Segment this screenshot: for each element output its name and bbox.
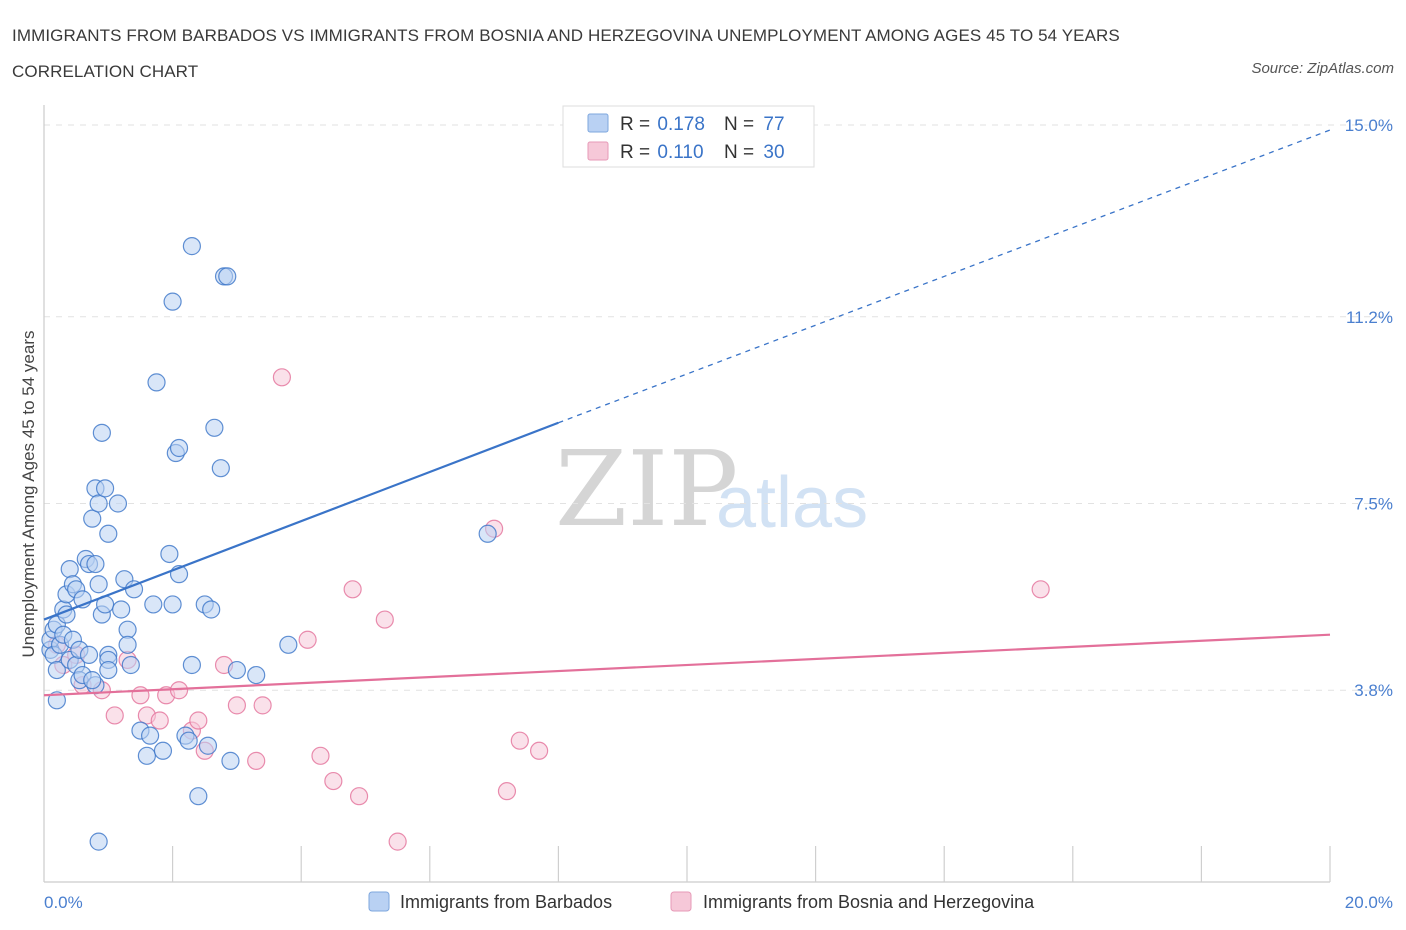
scatter-point — [83, 671, 102, 690]
scatter-point — [118, 635, 137, 654]
scatter-point — [272, 368, 292, 387]
scatter-point — [343, 580, 362, 599]
x-tick-label-min: 0.0% — [44, 893, 83, 912]
scatter-point — [189, 787, 208, 806]
scatter-point — [108, 494, 128, 513]
scatter-point — [205, 418, 224, 437]
y-tick-label: 3.8% — [1354, 681, 1393, 700]
scatter-point — [163, 595, 182, 614]
bottom-legend-swatch-barbados — [368, 891, 390, 912]
scatter-point — [60, 560, 79, 579]
scatter-point — [324, 771, 343, 791]
scatter-point — [163, 292, 182, 311]
legend-n-label-barbados: N = — [724, 114, 759, 135]
legend-row-barbados: R = 0.178 N = 77 — [620, 114, 785, 135]
y-tick-labels: 3.8% 7.5% 11.2% 15.0% — [1345, 116, 1393, 700]
scatter-point — [247, 665, 266, 685]
legend-swatch-bosnia — [587, 141, 609, 161]
scatter-point — [211, 459, 230, 478]
x-tick-label-max: 20.0% — [1345, 893, 1393, 912]
scatter-point — [182, 237, 201, 256]
series-legend: Immigrants from Barbados Immigrants from… — [368, 891, 1035, 912]
scatter-point — [92, 423, 111, 442]
scatter-point — [89, 832, 108, 851]
scatter-point — [47, 660, 66, 680]
scatter-point — [112, 600, 131, 619]
scatter-point — [169, 438, 189, 458]
scatter-point — [202, 600, 221, 619]
scatter-point — [153, 741, 173, 760]
scatter-point — [349, 787, 369, 806]
scatter-point — [182, 655, 201, 675]
scatter-point — [99, 524, 118, 543]
scatter-point — [497, 782, 517, 801]
bottom-legend-label-bosnia: Immigrants from Bosnia and Herzegovina — [703, 892, 1035, 912]
y-tick-label: 11.2% — [1346, 308, 1393, 327]
legend-r-value-barbados: 0.178 — [657, 114, 705, 135]
scatter-point — [99, 660, 118, 680]
gridlines — [44, 124, 1392, 691]
trend-line-extension — [558, 129, 1331, 424]
scatter-point — [86, 554, 105, 574]
scatter-point — [227, 660, 246, 680]
watermark-zip: ZIP — [555, 428, 738, 550]
scatter-point — [89, 494, 108, 513]
scatter-point — [298, 630, 317, 649]
scatter-point — [189, 711, 208, 730]
trend-line-solid — [43, 421, 559, 621]
scatter-point — [105, 706, 124, 725]
scatter-point — [218, 267, 237, 286]
scatter-point — [47, 691, 66, 710]
legend-r-value-bosnia: 0.110 — [657, 142, 703, 163]
correlation-legend: R = 0.178 N = 77 R = 0.110 N = 30 — [562, 105, 815, 168]
scatter-point — [118, 620, 137, 639]
scatter-point — [227, 696, 246, 715]
scatter-point — [311, 746, 330, 765]
scatter-point — [150, 711, 169, 730]
scatter-point — [83, 509, 102, 528]
scatter-point — [144, 595, 163, 614]
scatter-point — [1031, 580, 1050, 599]
scatter-point — [510, 731, 529, 750]
scatter-point — [137, 746, 156, 765]
chart-title: IMMIGRANTS FROM BARBADOS VS IMMIGRANTS F… — [12, 26, 1120, 81]
scatter-point — [375, 610, 394, 629]
y-tick-label: 7.5% — [1354, 495, 1393, 514]
scatter-point — [95, 479, 115, 498]
scatter-point — [198, 736, 218, 755]
legend-n-value-barbados: 77 — [763, 114, 784, 135]
x-tick-marks — [172, 846, 1331, 882]
y-tick-label: 15.0% — [1345, 116, 1393, 135]
scatter-point — [279, 635, 298, 654]
scatter-point — [147, 373, 166, 392]
scatter-point — [530, 741, 549, 760]
trend-line-solid — [43, 633, 1331, 697]
legend-row-bosnia: R = 0.110 N = 30 — [620, 142, 785, 163]
bottom-legend-label-barbados: Immigrants from Barbados — [400, 892, 612, 912]
legend-n-value-bosnia: 30 — [763, 142, 784, 163]
scatter-point — [79, 645, 99, 665]
y-axis-label: Unemployment Among Ages 45 to 54 years — [19, 331, 38, 658]
scatter-point — [388, 832, 407, 851]
source-credit: Source: ZipAtlas.com — [1251, 60, 1394, 77]
legend-n-label-bosnia: N = — [724, 142, 759, 163]
legend-r-label-barbados: R = — [620, 114, 655, 135]
legend-swatch-barbados — [587, 113, 609, 133]
scatter-point — [478, 524, 497, 543]
scatter-point — [89, 575, 108, 594]
scatter-point — [247, 751, 266, 770]
legend-r-label-bosnia: R = — [620, 142, 655, 163]
scatter-point — [253, 696, 272, 715]
scatter-point — [131, 686, 150, 705]
scatter-point — [179, 731, 198, 750]
scatter-point — [121, 655, 140, 675]
series-barbados-points — [41, 237, 497, 851]
scatter-point — [221, 751, 240, 770]
scatter-point — [140, 726, 160, 745]
bottom-legend-swatch-bosnia — [670, 891, 692, 912]
trend-lines — [43, 129, 1331, 697]
scatter-point — [160, 544, 179, 564]
